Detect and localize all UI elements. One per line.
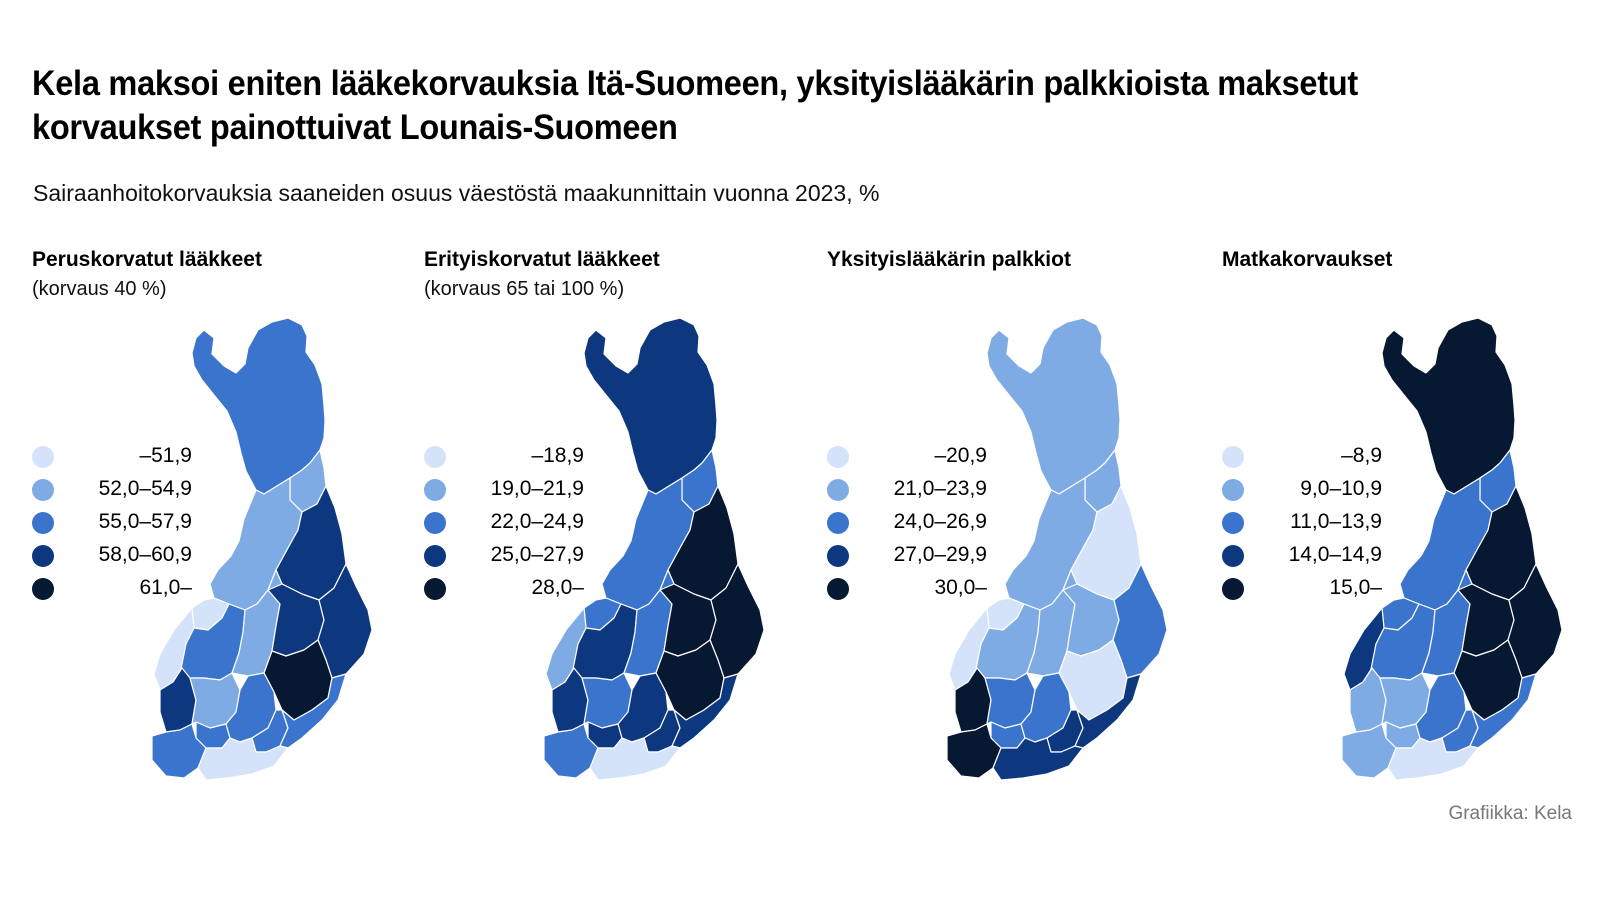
legend-item: 58,0–60,9 — [32, 541, 192, 574]
legend-item: 30,0– — [827, 574, 987, 607]
legend-swatch — [1222, 479, 1244, 501]
legend-item: 9,0–10,9 — [1222, 475, 1382, 508]
legend-swatch — [32, 512, 54, 534]
legend-label: 14,0–14,9 — [1288, 543, 1382, 566]
legend-swatch — [32, 446, 54, 468]
legend-label: –18,9 — [531, 444, 584, 467]
map-legend: –18,9 19,0–21,9 22,0–24,9 25,0–27,9 28,0– — [424, 442, 584, 607]
region-lappi — [1381, 317, 1516, 495]
panel-subtitle: (korvaus 65 tai 100 %) — [424, 278, 625, 300]
legend-swatch — [827, 512, 849, 534]
legend-swatch — [1222, 545, 1244, 567]
page-subtitle: Sairaanhoitokorvauksia saaneiden osuus v… — [33, 180, 880, 206]
legend-swatch — [32, 578, 54, 600]
legend-item: 55,0–57,9 — [32, 508, 192, 541]
map-panel: Yksityislääkärin palkkiot –20,9 21,0–23,9 2… — [827, 248, 1227, 808]
legend-swatch — [32, 545, 54, 567]
legend-item: 15,0– — [1222, 574, 1382, 607]
region-lappi — [583, 317, 718, 495]
legend-label: 21,0–23,9 — [893, 477, 987, 500]
region-lappi — [986, 317, 1121, 495]
legend-label: 19,0–21,9 — [490, 477, 584, 500]
legend-swatch — [827, 446, 849, 468]
region-uusimaa — [1387, 737, 1479, 781]
finland-choropleth-map — [946, 317, 1167, 781]
legend-label: 22,0–24,9 — [490, 510, 584, 533]
legend-swatch — [827, 479, 849, 501]
map-legend: –51,9 52,0–54,9 55,0–57,9 58,0–60,9 61,0– — [32, 442, 192, 607]
map-legend: –20,9 21,0–23,9 24,0–26,9 27,0–29,9 30,0– — [827, 442, 987, 607]
legend-label: 58,0–60,9 — [98, 543, 192, 566]
legend-swatch — [424, 446, 446, 468]
legend-label: 61,0– — [139, 576, 192, 599]
legend-item: 61,0– — [32, 574, 192, 607]
legend-item: 27,0–29,9 — [827, 541, 987, 574]
legend-swatch — [424, 545, 446, 567]
legend-swatch — [827, 545, 849, 567]
legend-swatch — [32, 479, 54, 501]
legend-swatch — [1222, 512, 1244, 534]
region-lappi — [191, 317, 326, 495]
region-uusimaa — [992, 737, 1084, 781]
legend-item: 24,0–26,9 — [827, 508, 987, 541]
legend-label: 27,0–29,9 — [893, 543, 987, 566]
legend-label: 28,0– — [531, 576, 584, 599]
region-uusimaa — [197, 737, 289, 781]
legend-item: 21,0–23,9 — [827, 475, 987, 508]
legend-label: –51,9 — [139, 444, 192, 467]
legend-item: 22,0–24,9 — [424, 508, 584, 541]
panel-subtitle: (korvaus 40 %) — [32, 278, 167, 300]
legend-label: 9,0–10,9 — [1300, 477, 1382, 500]
finland-choropleth-map — [1341, 317, 1562, 781]
legend-swatch — [424, 578, 446, 600]
map-legend: –8,9 9,0–10,9 11,0–13,9 14,0–14,9 15,0– — [1222, 442, 1382, 607]
panel-title: Erityiskorvatut lääkkeet — [424, 248, 660, 271]
legend-swatch — [424, 479, 446, 501]
legend-item: 52,0–54,9 — [32, 475, 192, 508]
map-panel: Matkakorvaukset –8,9 9,0–10,9 11,0–13,9 14,0… — [1222, 248, 1600, 808]
legend-item: 14,0–14,9 — [1222, 541, 1382, 574]
finland-choropleth-map — [543, 317, 764, 781]
legend-item: 19,0–21,9 — [424, 475, 584, 508]
panel-title: Yksityislääkärin palkkiot — [827, 248, 1071, 271]
legend-label: 55,0–57,9 — [98, 510, 192, 533]
legend-item: 25,0–27,9 — [424, 541, 584, 574]
legend-label: 25,0–27,9 — [490, 543, 584, 566]
legend-label: 52,0–54,9 — [98, 477, 192, 500]
legend-label: –8,9 — [1341, 444, 1382, 467]
legend-label: –20,9 — [934, 444, 987, 467]
legend-label: 11,0–13,9 — [1290, 510, 1382, 533]
legend-swatch — [1222, 578, 1244, 600]
legend-swatch — [424, 512, 446, 534]
panel-title: Peruskorvatut lääkkeet — [32, 248, 262, 271]
region-uusimaa — [589, 737, 681, 781]
legend-item: –51,9 — [32, 442, 192, 475]
legend-item: –20,9 — [827, 442, 987, 475]
legend-label: 15,0– — [1329, 576, 1382, 599]
map-panel: Erityiskorvatut lääkkeet (korvaus 65 tai … — [424, 248, 824, 808]
page-title: Kela maksoi eniten lääkekorvauksia Itä-S… — [32, 64, 1358, 147]
legend-swatch — [1222, 446, 1244, 468]
legend-item: 11,0–13,9 — [1222, 508, 1382, 541]
legend-swatch — [827, 578, 849, 600]
legend-label: 30,0– — [934, 576, 987, 599]
map-panel: Peruskorvatut lääkkeet (korvaus 40 %) –51,… — [32, 248, 432, 808]
source-credit: Grafiikka: Kela — [1448, 803, 1572, 824]
legend-item: 28,0– — [424, 574, 584, 607]
panel-title: Matkakorvaukset — [1222, 248, 1393, 271]
legend-label: 24,0–26,9 — [893, 510, 987, 533]
finland-choropleth-map — [151, 317, 372, 781]
legend-item: –8,9 — [1222, 442, 1382, 475]
legend-item: –18,9 — [424, 442, 584, 475]
